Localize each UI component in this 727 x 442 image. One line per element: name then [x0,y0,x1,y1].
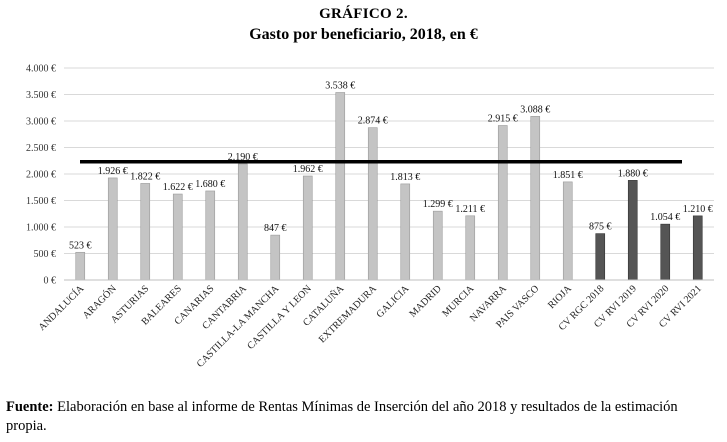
data-label: 2.190 € [228,152,258,163]
bar [432,210,443,281]
y-tick-label: 500 € [34,249,57,260]
source-label: Fuente: [6,399,54,415]
data-label: 523 € [69,240,92,251]
data-label: 1.054 € [650,212,680,223]
bar-chart: 523 € 1.926 €1.822 €1.622 €1.680 € 2.190 €… [26,64,714,370]
bar [497,125,508,281]
bar [140,183,151,281]
y-tick-label: 2.500 € [26,143,56,154]
bar [367,127,378,281]
bar [205,190,216,281]
data-label: 1.211 € [455,204,485,215]
bar [75,251,86,281]
data-label: 1.813 € [390,172,420,183]
bar [270,234,281,281]
data-label: 2.915 € [488,114,518,125]
bar [692,215,703,281]
bar [335,92,346,281]
chart-title: Gasto por beneficiario, 2018, en € [249,26,478,43]
data-label: 1.680 € [195,179,225,190]
y-tick-label: 0 € [44,276,57,287]
y-tick-label: 3.500 € [26,90,56,101]
y-tick-label: 1.000 € [26,223,56,234]
data-label: 2.874 € [358,116,388,127]
bar [660,223,671,281]
x-tick-label: GALICIA [375,283,412,320]
data-label: 1.822 € [130,171,160,182]
bar [530,116,541,281]
x-tick-label: EXTREMADURA [317,283,380,346]
data-label: 1.622 € [163,182,193,193]
data-label: 1.210 € [683,204,713,215]
data-label: 1.880 € [618,168,648,179]
data-label: 1.851 € [553,170,583,181]
y-tick-label: 4.000 € [26,64,56,75]
data-label: 847 € [264,223,287,234]
y-axis: 0 € 500 € 1.000 € 1.500 € 2.000 € 2.500 € 3.00… [26,64,714,287]
y-tick-label: 3.000 € [26,117,56,128]
data-label: 1.299 € [423,199,453,210]
data-label: 1.962 € [293,164,323,175]
x-tick-label: ANDALUCÍA [36,282,87,333]
data-label: 1.926 € [98,166,128,177]
data-label: 875 € [589,222,612,233]
bar [172,193,183,281]
bar [107,177,118,281]
chart-label: GRÁFICO 2. [319,6,408,22]
bar [302,175,313,281]
source-note: Fuente: Elaboración en base al informe d… [6,398,721,436]
y-tick-label: 2.000 € [26,170,56,181]
data-labels: 523 € 1.926 €1.822 €1.622 €1.680 € 2.190 €… [69,80,713,251]
bar [595,233,606,281]
bar [562,181,573,281]
bar [465,215,476,281]
bar [400,183,411,281]
source-text: Elaboración en base al informe de Rentas… [6,399,678,434]
data-label: 3.088 € [520,104,550,115]
x-axis: ANDALUCÍAARAGÓNASTURIASBALEARESCANARIASC… [36,282,704,370]
bar [237,163,248,281]
grid-lines [64,67,714,254]
y-tick-label: 1.500 € [26,196,56,207]
data-label: 3.538 € [325,80,355,91]
bar [627,180,638,281]
x-tick-label: RIOJA [546,283,574,311]
x-tick-label: MADRID [407,283,443,319]
